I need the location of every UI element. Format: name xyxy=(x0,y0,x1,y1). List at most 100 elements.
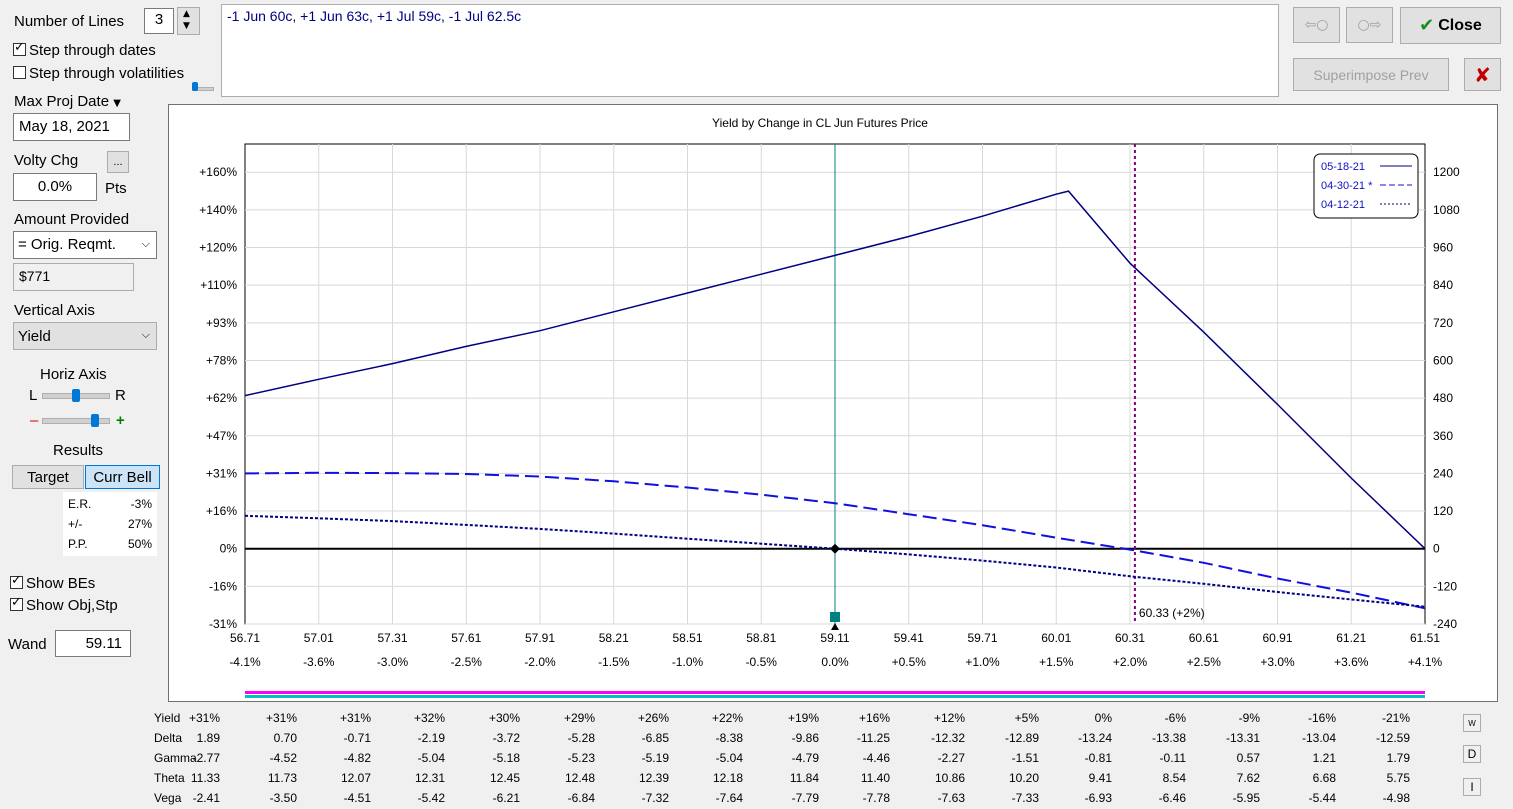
arrow-left-icon: ⇦○ xyxy=(1304,17,1329,33)
greeks-cell: 0.57 xyxy=(1236,751,1260,765)
wand-input[interactable]: 59.11 xyxy=(55,630,131,657)
position-text-area[interactable]: -1 Jun 60c, +1 Jun 63c, +1 Jul 59c, -1 J… xyxy=(221,4,1279,97)
y-left-tick-label: +140% xyxy=(199,203,237,217)
cancel-button[interactable]: ✘ xyxy=(1464,58,1501,91)
greeks-cell: -12.32 xyxy=(930,731,965,745)
show-bes-check-icon[interactable] xyxy=(10,573,23,589)
yield-chart[interactable]: Yield by Change in CL Jun Futures Price 5… xyxy=(169,105,1499,703)
greeks-cell: -6.93 xyxy=(1084,791,1112,805)
horiz-axis-label: Horiz Axis xyxy=(40,366,107,383)
greeks-cell: 9.41 xyxy=(1088,771,1112,785)
greeks-cell: -12.59 xyxy=(1375,731,1410,745)
y-right-tick-label: 720 xyxy=(1433,316,1453,330)
side-d-button[interactable]: D xyxy=(1463,745,1481,763)
greeks-cell: 12.48 xyxy=(564,771,595,785)
chevron-down-icon: ⌵ xyxy=(141,328,150,341)
amount-provided-selected: = Orig. Reqmt. xyxy=(18,236,116,253)
greeks-cell: -6.84 xyxy=(567,791,595,805)
vertical-axis-select[interactable]: Yield ⌵ xyxy=(13,322,157,350)
greeks-cell: -4.98 xyxy=(1382,791,1410,805)
step-vols-check-icon[interactable] xyxy=(13,66,26,79)
cyan-bar xyxy=(245,695,1425,698)
y-left-tick-label: -31% xyxy=(209,617,237,631)
x-tick-label: 60.31 xyxy=(1115,631,1145,645)
checkmark-icon: ✔ xyxy=(1419,15,1435,36)
curr-bell-button[interactable]: Curr Bell xyxy=(85,465,160,489)
greeks-cell: -3.50 xyxy=(269,791,297,805)
greeks-cell: -6.85 xyxy=(641,731,669,745)
x-tick-label: 60.91 xyxy=(1262,631,1292,645)
horiz-lr-slider-thumb[interactable] xyxy=(72,389,80,402)
step-vols-checkbox[interactable]: Step through volatilities xyxy=(13,65,184,82)
y-left-tick-label: +160% xyxy=(199,165,237,179)
greeks-cell: +30% xyxy=(488,711,520,725)
greeks-cell: -5.19 xyxy=(641,751,669,765)
horiz-zoom-slider-thumb[interactable] xyxy=(91,414,99,427)
next-button[interactable]: ○⇨ xyxy=(1346,7,1393,43)
superimpose-prev-button[interactable]: Superimpose Prev xyxy=(1293,58,1449,91)
show-obj-label: Show Obj,Stp xyxy=(26,597,118,614)
greeks-cell: -13.38 xyxy=(1151,731,1186,745)
step-dates-checkbox[interactable]: Step through dates xyxy=(13,40,156,59)
greeks-cell: -2.77 xyxy=(192,751,220,765)
prev-button[interactable]: ⇦○ xyxy=(1293,7,1340,43)
target-button[interactable]: Target xyxy=(12,465,84,489)
x-tick-label: 57.61 xyxy=(451,631,481,645)
amount-provided-select[interactable]: = Orig. Reqmt. ⌵ xyxy=(13,231,157,259)
greeks-cell: -16% xyxy=(1307,711,1336,725)
show-bes-checkbox[interactable]: Show BEs xyxy=(10,573,96,592)
close-button[interactable]: ✔ Close xyxy=(1400,7,1501,44)
volty-more-button[interactable]: ... xyxy=(107,151,129,173)
greeks-cell: -13.31 xyxy=(1225,731,1260,745)
step-dates-check-icon[interactable] xyxy=(13,40,26,56)
legend-box xyxy=(1313,153,1419,219)
dropdown-caret-icon[interactable]: ▼ xyxy=(113,98,121,109)
spin-down-icon[interactable]: ▼ xyxy=(183,21,190,31)
greeks-cell: 11.33 xyxy=(190,771,220,785)
chart-legend: 05-18-21 04-30-21 * 04-12-21 xyxy=(1313,153,1419,219)
x-pct-label: +0.5% xyxy=(892,655,927,669)
greeks-cell: -5.18 xyxy=(492,751,520,765)
y-right-tick-label: 0 xyxy=(1433,542,1440,556)
greeks-cell: -7.78 xyxy=(862,791,890,805)
y-right-tick-label: 120 xyxy=(1433,504,1453,518)
greeks-cell: +12% xyxy=(933,711,965,725)
greeks-cell: 12.45 xyxy=(489,771,520,785)
side-i-button[interactable]: I xyxy=(1463,778,1481,796)
show-bes-label: Show BEs xyxy=(26,575,96,592)
greeks-cell: -0.81 xyxy=(1084,751,1112,765)
volty-chg-input[interactable]: 0.0% xyxy=(13,173,97,201)
y-right-tick-label: 240 xyxy=(1433,466,1453,480)
y-left-tick-label: +93% xyxy=(206,316,237,330)
num-lines-spinner[interactable]: ▲ ▼ xyxy=(177,7,200,35)
y-left-tick-label: +16% xyxy=(206,504,237,518)
max-proj-date-input[interactable]: May 18, 2021 xyxy=(13,113,130,141)
amount-provided-label: Amount Provided xyxy=(14,211,130,228)
greeks-cell: +16% xyxy=(858,711,890,725)
spin-up-icon[interactable]: ▲ xyxy=(183,9,190,19)
greeks-cell: -7.64 xyxy=(715,791,743,805)
vertical-axis-selected: Yield xyxy=(18,328,51,345)
horiz-plus-label: + xyxy=(116,412,125,429)
wand-label: Wand xyxy=(8,636,47,653)
greeks-row-label: Theta xyxy=(154,771,185,785)
greeks-cell: -5.95 xyxy=(1232,791,1260,805)
legend-label: 04-30-21 * xyxy=(1321,180,1373,192)
greeks-cell: +31% xyxy=(339,711,371,725)
greeks-cell: -2.27 xyxy=(937,751,965,765)
side-w-button[interactable]: W xyxy=(1463,714,1481,732)
show-obj-check-icon[interactable] xyxy=(10,595,23,611)
num-lines-input[interactable]: 3 xyxy=(144,8,174,34)
show-obj-checkbox[interactable]: Show Obj,Stp xyxy=(10,595,118,614)
chart-area[interactable]: Yield by Change in CL Jun Futures Price 5… xyxy=(168,104,1498,702)
vol-step-slider-thumb[interactable] xyxy=(192,82,198,91)
greeks-cell: -4.51 xyxy=(343,791,371,805)
max-proj-date-label[interactable]: Max Proj Date ▼ xyxy=(14,93,121,110)
horiz-zoom-slider[interactable] xyxy=(42,418,110,424)
greeks-cell: +31% xyxy=(188,711,220,725)
greeks-cell: 11.40 xyxy=(860,771,890,785)
pp-label: P.P. xyxy=(68,537,88,551)
greeks-cell: 7.62 xyxy=(1236,771,1260,785)
x-tick-label: 57.31 xyxy=(377,631,407,645)
x-pct-label: +2.0% xyxy=(1113,655,1148,669)
